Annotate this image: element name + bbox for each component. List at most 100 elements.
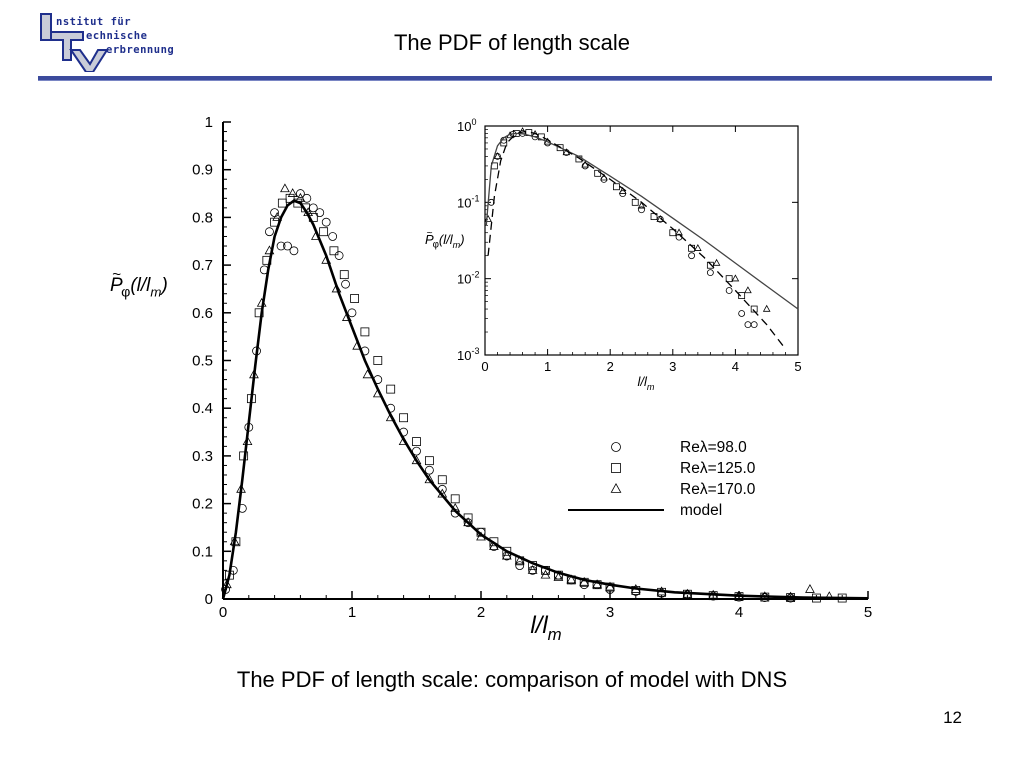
- main-data-point-triangle: [287, 188, 298, 197]
- inset-y-tick-label: 10-2: [457, 270, 479, 287]
- main-data-point-square: [631, 586, 641, 595]
- main-data-point-square: [399, 413, 409, 423]
- main-data-point-triangle: [295, 192, 306, 202]
- inset-data-point-triangle: [762, 304, 771, 312]
- inset-data-point-triangle: [694, 244, 702, 251]
- inset-data-point-circle: [738, 310, 746, 317]
- main-chart-legend: Reλ=98.0 Reλ=125.0 Reλ=170.0 model: [568, 439, 756, 519]
- logo-line-3: erbrennung: [106, 44, 175, 56]
- main-chart-axes: 0 1 2 3 4 5 0 0.1 0.2 0.3 0.4 0.5 0.6 0.7 0.8 0.9 1 P~φ(l…: [110, 114, 872, 644]
- main-data-point-circle: [341, 279, 350, 289]
- legend-label: Reλ=170.0: [680, 481, 756, 498]
- main-y-tick-label: 0.8: [192, 209, 213, 226]
- inset-data-point-circle: [750, 321, 758, 329]
- main-data-point-circle: [295, 189, 305, 198]
- main-data-point-square: [437, 475, 447, 485]
- main-data-point-square: [412, 437, 421, 446]
- main-data-point-circle: [289, 246, 299, 256]
- main-y-tick-label: 0.4: [192, 400, 213, 417]
- inset-model-line-dashed: [487, 130, 787, 350]
- legend-label: model: [680, 502, 722, 519]
- main-data-point-square: [502, 546, 512, 556]
- inset-data-point-circle: [706, 269, 714, 277]
- main-y-tick-label: 0.1: [192, 543, 213, 560]
- inset-data-point-square: [500, 139, 508, 147]
- main-data-point-triangle: [280, 183, 290, 193]
- main-data-point-square: [350, 294, 359, 303]
- main-data-point-square: [319, 227, 329, 237]
- inset-data-point-circle: [638, 206, 645, 214]
- inset-chart-series: [484, 127, 799, 350]
- main-data-point-triangle: [527, 564, 538, 574]
- inset-data-point-square: [556, 144, 564, 152]
- inset-x-tick-label: 2: [607, 359, 614, 374]
- inset-x-tick-label: 4: [732, 359, 739, 374]
- main-data-point-circle: [315, 208, 325, 218]
- main-y-tick-label: 0.3: [192, 448, 213, 465]
- legend-marker-square: [611, 463, 621, 473]
- main-data-point-circle: [579, 580, 589, 590]
- main-model-line: [221, 199, 869, 600]
- itv-logo: nstitut für echnische erbrennung: [38, 12, 198, 73]
- main-data-point-square: [277, 198, 287, 208]
- main-y-tick-label: 0.5: [192, 353, 213, 370]
- inset-data-point-triangle: [712, 258, 721, 266]
- main-data-point-circle: [347, 308, 357, 318]
- legend-marker-circle: [611, 442, 621, 452]
- main-data-point-circle: [515, 561, 525, 571]
- inset-y-tick-label: 100: [457, 117, 476, 134]
- inset-data-point-circle: [581, 162, 589, 170]
- inset-data-point-triangle: [581, 160, 589, 168]
- legend-marker-triangle: [610, 482, 622, 493]
- slide-title: The PDF of length scale: [393, 30, 630, 55]
- main-y-tick-label: 0.7: [192, 257, 213, 274]
- main-chart: 0 1 2 3 4 5 0 0.1 0.2 0.3 0.4 0.5 0.6 0.7 0.8 0.9 1 P~φ(l…: [110, 114, 872, 644]
- main-data-point-circle: [424, 465, 434, 475]
- main-y-axis-label: P~φ(l/lm): [110, 266, 168, 300]
- inset-y-axis-label: P~φ(l/lm): [425, 228, 465, 251]
- inset-x-tick-label: 1: [544, 359, 551, 374]
- inset-background: [415, 112, 815, 402]
- inset-data-point-circle: [725, 287, 733, 294]
- main-data-point-circle: [412, 446, 421, 456]
- main-y-tick-label: 0.9: [192, 162, 213, 179]
- inset-model-line-solid: [485, 132, 799, 310]
- main-x-tick-label: 2: [477, 604, 485, 621]
- legend-label: Reλ=98.0: [680, 439, 747, 456]
- inset-data-point-triangle: [618, 186, 627, 194]
- header-divider-thin: [38, 80, 992, 81]
- main-y-tick-label: 0.2: [192, 496, 213, 513]
- slide-caption: The PDF of length scale: comparison of m…: [236, 667, 788, 692]
- inset-data-point-triangle: [600, 173, 608, 181]
- main-data-point-square: [360, 327, 370, 337]
- main-y-tick-label: 1: [205, 114, 213, 131]
- legend-label: Reλ=125.0: [680, 460, 756, 477]
- main-data-point-triangle: [514, 555, 525, 565]
- logo-line-1: nstitut für: [56, 16, 132, 28]
- main-data-point-square: [450, 494, 460, 504]
- page-number: 12: [943, 708, 962, 727]
- main-data-point-circle: [270, 208, 280, 218]
- main-data-point-triangle: [411, 455, 422, 465]
- main-y-tick-label: 0.6: [192, 305, 213, 322]
- inset-data-point-triangle: [493, 152, 502, 160]
- main-data-point-circle: [328, 232, 338, 241]
- main-data-point-circle: [276, 241, 286, 251]
- inset-data-point-square: [738, 292, 746, 300]
- inset-x-tick-label: 3: [669, 359, 676, 374]
- inset-chart: 0 1 2 3 4 5 100 10-1 10-2 10-3 P~φ(l/lm) l/lm: [415, 112, 815, 402]
- inset-data-point-circle: [688, 252, 695, 260]
- inset-y-tick-label: 10-3: [457, 346, 479, 363]
- inset-y-tick-label: 10-1: [457, 193, 479, 210]
- main-data-point-triangle: [805, 584, 815, 593]
- main-data-point-triangle: [824, 591, 835, 601]
- main-x-tick-label: 4: [735, 604, 743, 621]
- inset-data-point-square: [725, 275, 733, 283]
- inset-data-point-square: [750, 305, 758, 313]
- main-data-point-triangle: [540, 569, 551, 579]
- inset-chart-axes: 0 1 2 3 4 5 100 10-1 10-2 10-3 P~φ(l/lm) l/lm: [425, 117, 802, 392]
- main-data-point-circle: [321, 217, 331, 227]
- main-data-point-circle: [265, 227, 274, 237]
- inset-x-tick-label: 0: [481, 359, 488, 374]
- logo-letter-i: [40, 13, 52, 41]
